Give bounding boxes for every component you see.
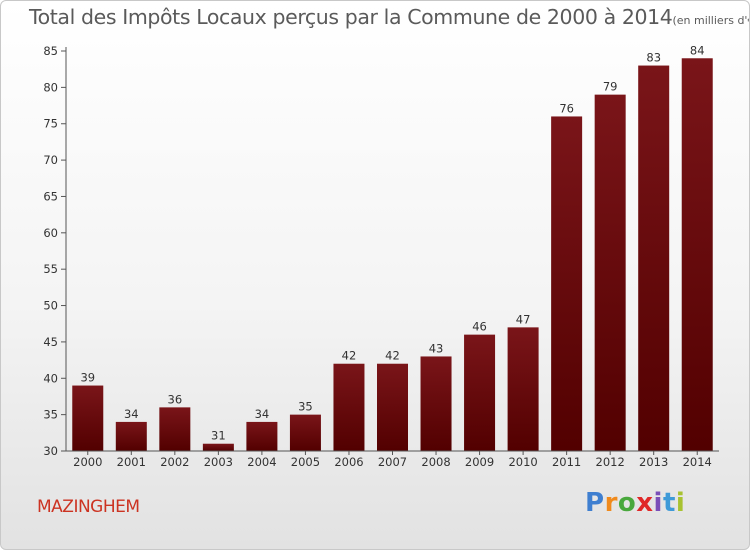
data-label-2004: 34 bbox=[255, 407, 270, 421]
bar-2012 bbox=[594, 94, 626, 452]
y-axis-ticks: 30 35 40 45 50 55 60 65 70 75 80 85 bbox=[43, 44, 66, 458]
x-tick-label-2004: 2004 bbox=[247, 455, 276, 469]
bar-2007 bbox=[377, 363, 408, 451]
y-tick-label: 55 bbox=[43, 262, 58, 276]
bar-2011 bbox=[551, 116, 583, 452]
bar-2005 bbox=[289, 414, 321, 451]
logo-letter: i bbox=[653, 488, 663, 518]
bar-2000 bbox=[72, 385, 104, 451]
y-tick-label: 50 bbox=[43, 299, 58, 313]
bar-2014 bbox=[681, 58, 713, 451]
x-tick-label-2009: 2009 bbox=[465, 455, 494, 469]
logo-letter: x bbox=[636, 488, 654, 518]
data-label-2008: 43 bbox=[429, 341, 444, 355]
data-label-2011: 76 bbox=[559, 101, 574, 115]
bar-2004 bbox=[246, 421, 278, 451]
data-labels: 39 34 36 31 34 35 42 42 43 46 47 76 79 83 84 bbox=[80, 43, 704, 442]
chart-title-unit: (en milliers d'€) bbox=[672, 14, 749, 27]
x-tick-label-2005: 2005 bbox=[291, 455, 320, 469]
logo-letter: i bbox=[675, 488, 686, 518]
x-tick-label-2008: 2008 bbox=[421, 455, 450, 469]
bar-2006 bbox=[333, 363, 365, 451]
bar-2008 bbox=[420, 356, 452, 451]
data-label-2010: 47 bbox=[516, 312, 531, 326]
bar-2009 bbox=[464, 334, 496, 451]
data-label-2005: 35 bbox=[298, 400, 313, 414]
bar-2010 bbox=[507, 327, 539, 451]
x-tick-label-2007: 2007 bbox=[378, 455, 407, 469]
x-axis-ticks: 2000 2001 2002 2003 2004 2005 2006 2007 2008 2009… bbox=[73, 451, 712, 469]
bar-2003 bbox=[202, 443, 234, 451]
x-tick-label-2013: 2013 bbox=[639, 455, 668, 469]
x-tick-label-2000: 2000 bbox=[73, 455, 102, 469]
x-tick-label-2012: 2012 bbox=[596, 455, 625, 469]
data-label-2014: 84 bbox=[690, 43, 705, 57]
x-tick-label-2003: 2003 bbox=[204, 455, 233, 469]
y-tick-label: 45 bbox=[43, 335, 58, 349]
x-tick-label-2001: 2001 bbox=[117, 455, 146, 469]
data-label-2002: 36 bbox=[168, 392, 183, 406]
bar-2013 bbox=[638, 65, 670, 451]
proxiti-logo: Proxiti bbox=[585, 488, 685, 518]
data-label-2000: 39 bbox=[80, 371, 95, 385]
logo-letter: o bbox=[617, 488, 637, 518]
data-label-2007: 42 bbox=[385, 349, 400, 363]
data-label-2006: 42 bbox=[342, 349, 357, 363]
bar-2002 bbox=[159, 407, 191, 451]
x-tick-label-2014: 2014 bbox=[683, 455, 712, 469]
y-tick-label: 60 bbox=[43, 226, 58, 240]
bars bbox=[72, 58, 713, 452]
bar-2001 bbox=[115, 421, 147, 451]
y-tick-label: 80 bbox=[43, 80, 58, 94]
x-tick-label-2010: 2010 bbox=[508, 455, 537, 469]
x-tick-label-2006: 2006 bbox=[334, 455, 363, 469]
commune-name: MAZINGHEM bbox=[37, 497, 140, 517]
y-tick-label: 35 bbox=[43, 408, 58, 422]
x-tick-label-2002: 2002 bbox=[160, 455, 189, 469]
chart-title-text: Total des Impôts Locaux perçus par la Co… bbox=[29, 5, 673, 29]
logo-letter: P bbox=[585, 488, 605, 518]
y-tick-label: 30 bbox=[43, 444, 58, 458]
data-label-2003: 31 bbox=[211, 429, 226, 443]
logo-letter: t bbox=[662, 488, 676, 518]
data-label-2001: 34 bbox=[124, 407, 139, 421]
y-tick-label: 40 bbox=[43, 371, 58, 385]
y-tick-label: 70 bbox=[43, 153, 58, 167]
logo-letter: r bbox=[604, 488, 618, 518]
chart-title: Total des Impôts Locaux perçus par la Co… bbox=[29, 5, 749, 29]
y-tick-label: 75 bbox=[43, 117, 58, 131]
y-tick-label: 65 bbox=[43, 189, 58, 203]
y-tick-label: 85 bbox=[43, 44, 58, 58]
data-label-2012: 79 bbox=[603, 80, 618, 94]
x-tick-label-2011: 2011 bbox=[552, 455, 581, 469]
data-label-2013: 83 bbox=[646, 51, 661, 65]
data-label-2009: 46 bbox=[472, 320, 487, 334]
